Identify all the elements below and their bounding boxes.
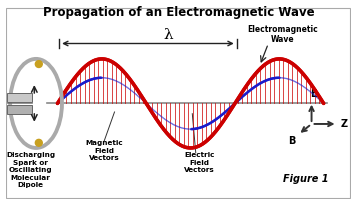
Text: B: B — [288, 136, 296, 146]
Text: Electric
Field
Vectors: Electric Field Vectors — [184, 152, 215, 173]
Text: Z: Z — [340, 119, 347, 129]
Text: Figure 1: Figure 1 — [283, 174, 329, 184]
Text: Discharging
Spark or
Oscillating
Molecular
Dipole: Discharging Spark or Oscillating Molecul… — [6, 152, 55, 188]
Circle shape — [35, 139, 42, 146]
FancyBboxPatch shape — [7, 93, 32, 102]
FancyBboxPatch shape — [7, 105, 32, 114]
Text: λ: λ — [164, 28, 174, 42]
Text: E: E — [310, 89, 316, 99]
Text: Propagation of an Electromagnetic Wave: Propagation of an Electromagnetic Wave — [43, 6, 314, 19]
Text: Electromagnetic
Wave: Electromagnetic Wave — [247, 25, 318, 44]
Circle shape — [35, 61, 42, 67]
Text: Magnetic
Field
Vectors: Magnetic Field Vectors — [85, 140, 123, 161]
